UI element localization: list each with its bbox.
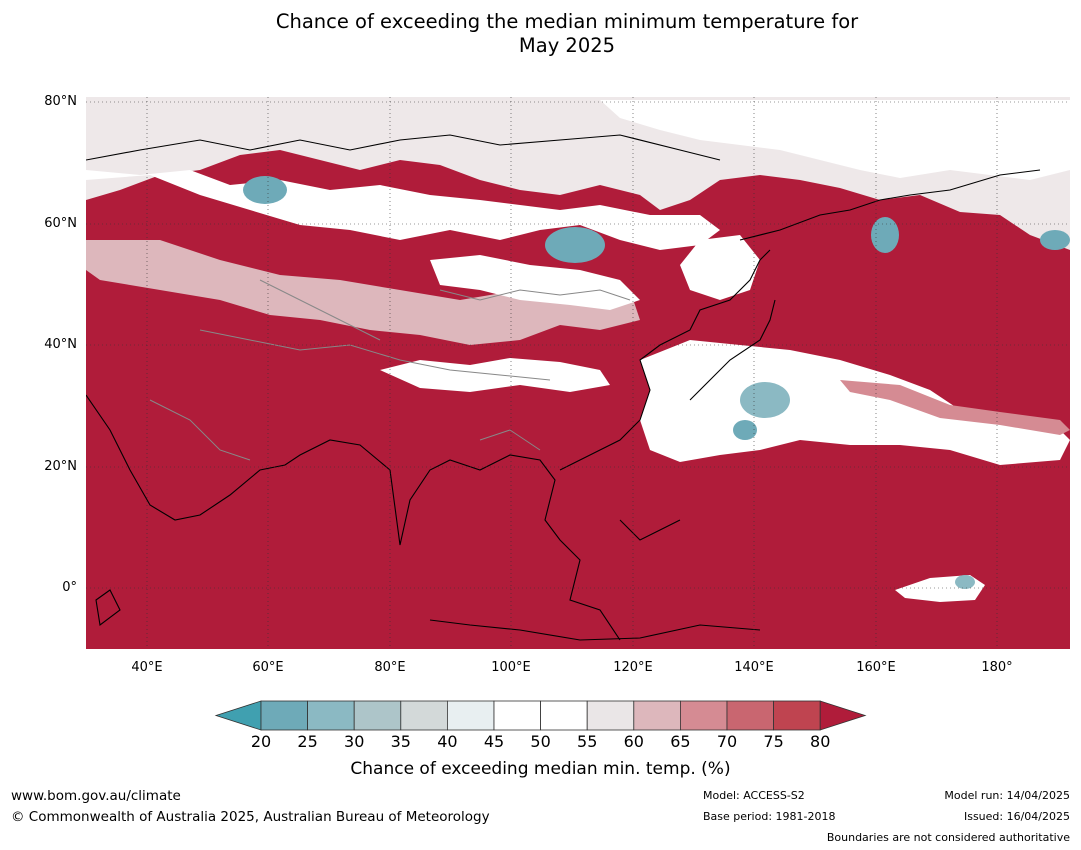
colorbar-tick-label: 70 xyxy=(716,732,738,751)
colorbar-tick-label: 30 xyxy=(344,732,365,751)
colorbar-tick-label: 35 xyxy=(390,732,411,751)
footer-url[interactable]: www.bom.gov.au/climate xyxy=(11,788,181,804)
title-line-1: Chance of exceeding the median minimum t… xyxy=(275,10,859,33)
colorbar-extend-low xyxy=(214,700,262,731)
equatorial-teal-patch xyxy=(955,575,975,589)
lon-label-180: 180° xyxy=(981,660,1013,675)
far-east-teal-patch xyxy=(1040,230,1070,250)
colorbar-extend-high xyxy=(819,700,867,731)
colorbar-segment xyxy=(773,700,821,731)
map-title: Chance of exceeding the median minimum t… xyxy=(0,10,1081,58)
colorbar-segment xyxy=(353,700,402,731)
forecast-map xyxy=(86,97,1070,649)
colorbar-tick-label: 80 xyxy=(810,732,831,751)
pacific-teal-patch-2 xyxy=(733,420,757,440)
lon-label-140e: 140°E xyxy=(734,660,774,675)
colorbar-tick-label: 55 xyxy=(577,732,598,751)
colorbar-label: Chance of exceeding median min. temp. (%… xyxy=(350,759,731,779)
pacific-teal-patch-1 xyxy=(740,382,790,418)
east-asia-white xyxy=(680,235,760,300)
lat-label-0: 0° xyxy=(62,580,77,595)
colorbar-tick-label: 40 xyxy=(437,732,458,751)
footer-base-period: Base period: 1981-2018 xyxy=(703,810,836,823)
colorbar-tick-label: 45 xyxy=(483,732,505,751)
colorbar-segment xyxy=(307,700,355,731)
colorbar xyxy=(214,700,867,731)
title-line-2: May 2025 xyxy=(518,34,616,57)
lat-label-40n: 40°N xyxy=(44,337,77,352)
central-asia-pink xyxy=(86,240,640,345)
colorbar-tick-label: 20 xyxy=(250,732,272,751)
colorbar-tick-label: 60 xyxy=(623,732,644,751)
colorbar-tick-label: 50 xyxy=(530,732,551,751)
lat-label-80n: 80°N xyxy=(44,94,77,109)
lon-label-80e: 80°E xyxy=(374,660,406,675)
colorbar-segment xyxy=(540,700,588,731)
coastlines xyxy=(86,134,1041,641)
lon-label-120e: 120°E xyxy=(613,660,653,675)
lat-label-20n: 20°N xyxy=(44,459,77,474)
lon-label-60e: 60°E xyxy=(252,660,284,675)
footer-copyright: © Commonwealth of Australia 2025, Austra… xyxy=(11,809,490,825)
colorbar-segment xyxy=(726,700,774,731)
footer-issued: Issued: 16/04/2025 xyxy=(963,810,1070,823)
northern-white-region xyxy=(600,100,1070,180)
colorbar-segment xyxy=(680,700,728,731)
colorbar-segment xyxy=(586,700,635,731)
colorbar-tick-label: 25 xyxy=(297,732,318,751)
lat-label-60n: 60°N xyxy=(44,216,77,231)
country-borders xyxy=(149,279,631,461)
colorbar-tick-label: 65 xyxy=(670,732,691,751)
baikal-teal-patch xyxy=(545,227,605,263)
graticule xyxy=(86,97,1070,649)
mongolia-white xyxy=(430,255,640,310)
scandinavia-teal-patch xyxy=(243,176,287,204)
lon-label-40e: 40°E xyxy=(131,660,163,675)
lon-label-160e: 160°E xyxy=(856,660,896,675)
colorbar-segment xyxy=(493,700,541,731)
colorbar-segment xyxy=(633,700,681,731)
footer-model: Model: ACCESS-S2 xyxy=(703,789,805,802)
colorbar-segment xyxy=(260,700,308,731)
lon-label-100e: 100°E xyxy=(491,660,531,675)
colorbar-tick-label: 75 xyxy=(763,732,784,751)
okhotsk-teal-patch xyxy=(871,217,899,253)
footer-model-run: Model run: 14/04/2025 xyxy=(944,789,1070,802)
pacific-pink xyxy=(840,380,1070,435)
colorbar-segment xyxy=(400,700,448,731)
footer-disclaimer: Boundaries are not considered authoritat… xyxy=(826,831,1070,844)
colorbar-segment xyxy=(446,700,495,731)
